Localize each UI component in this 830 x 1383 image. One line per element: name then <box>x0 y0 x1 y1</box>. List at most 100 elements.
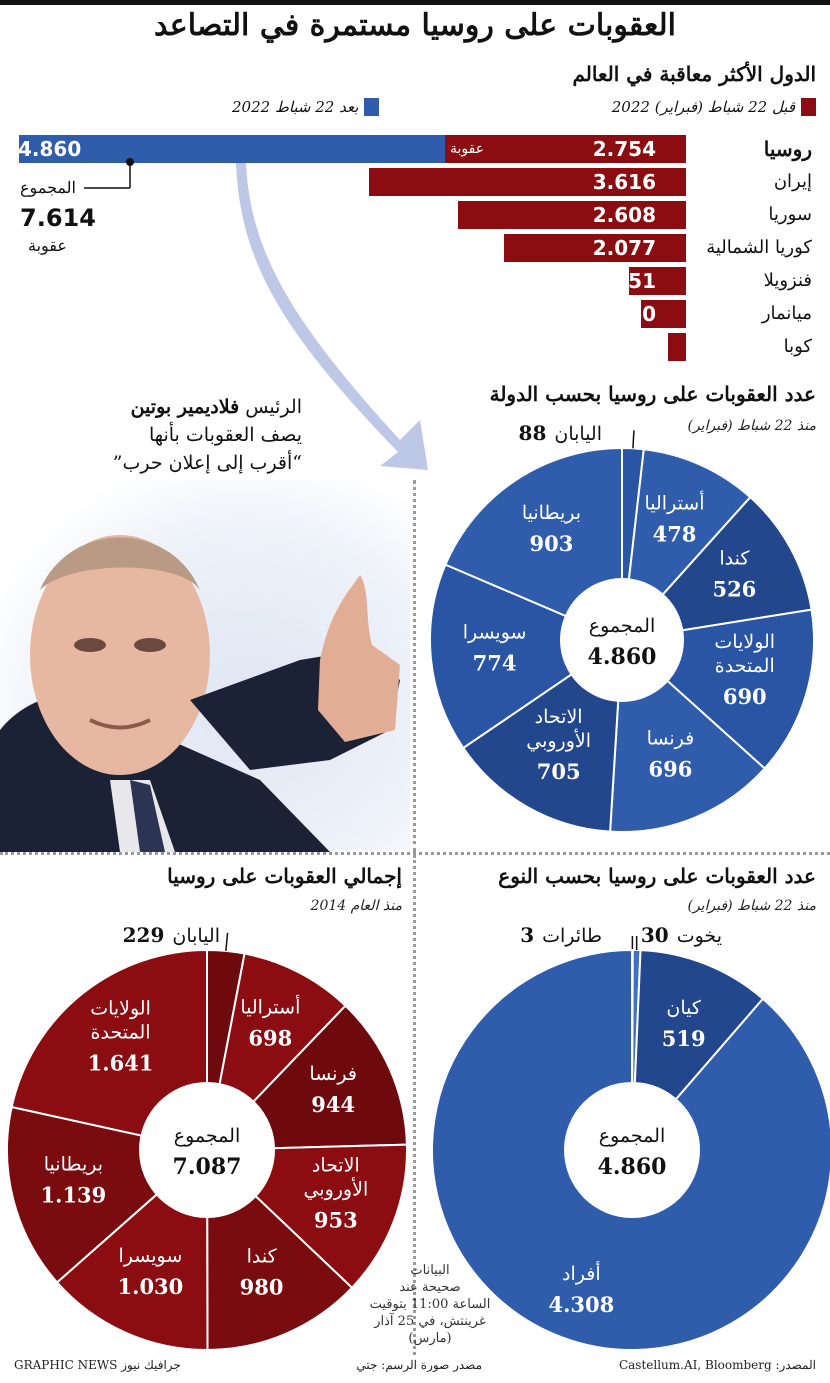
pie-total-chart: اليابان 229 أستراليا 698 فرنسا 944 الاتحادالأو… <box>6 923 408 1352</box>
pie-slice-value-3: 953 <box>314 1207 358 1232</box>
pie-leader-0 <box>225 932 229 951</box>
bar-before-2 <box>457 201 686 229</box>
pie-slice-label-0: اليابان <box>554 423 602 445</box>
quote-line-1: الرئيس فلاديمير بوتين <box>131 393 302 421</box>
bar-before-value-6: 208 <box>614 335 656 359</box>
divider-horizontal <box>0 852 830 855</box>
pie-slice-label-7: بريطانيا <box>522 502 581 524</box>
bar-after-0 <box>19 135 445 163</box>
pie-total-note: منذ العام 2014 <box>310 898 402 914</box>
pie-country-note: منذ 22 شباط (فبراير) <box>687 418 816 434</box>
data-note: البيانات صحيحة عند الساعة 11:00 بتوقيت غ… <box>360 1262 500 1347</box>
bar-before-3 <box>504 234 686 262</box>
pie-slice-label-3-1: الأوروبي <box>303 1176 368 1200</box>
bar-before-6 <box>667 333 686 361</box>
bar-after-value: 4.860 <box>18 137 82 161</box>
bar-before-value-4: 651 <box>614 269 656 293</box>
bar-before-5 <box>641 300 686 328</box>
pie-slice-value-3: 4.308 <box>548 1292 614 1317</box>
legend-after-label: بعد 22 شباط 2022 <box>232 98 359 116</box>
pie-slice-label-5: سويسرا <box>119 1245 183 1267</box>
pie-total-title: إجمالي العقوبات على روسيا <box>167 864 402 888</box>
pie-center-value: 7.087 <box>173 1154 242 1180</box>
legend-before: قبل 22 شباط (فبراير) 2022 <box>612 98 816 116</box>
pie-center-label: المجموع <box>589 615 655 637</box>
quote-prefix: الرئيس <box>245 396 302 418</box>
legend-after: بعد 22 شباط 2022 <box>232 98 380 116</box>
pie-slice-label-2: فرنسا <box>309 1063 357 1085</box>
pie-slice-value-0: 229 <box>123 923 165 947</box>
arrow-icon <box>236 163 428 470</box>
pie-slice-7 <box>444 446 623 642</box>
pie-slice-value-2: 526 <box>712 577 756 602</box>
pie-slice-label-3: الاتحاد <box>312 1154 360 1176</box>
data-note-line-3: الساعة 11:00 بتوقيت <box>369 1297 491 1312</box>
quote-line-3: “أقرب إلى إعلان حرب” <box>112 452 302 474</box>
pie-slice-label-7: الولايات <box>90 997 151 1019</box>
pie-slice-value-5: 1.030 <box>118 1274 184 1299</box>
pie-slice-label-2: كندا <box>719 548 750 570</box>
divider-vertical-bottom <box>413 855 416 1355</box>
pie-hole <box>139 1082 275 1218</box>
pie-hole <box>564 1082 700 1218</box>
pie-slice-value-1: 30 <box>641 923 669 947</box>
bar-before-4 <box>628 267 686 295</box>
page-title: العقوبات على روسيا مستمرة في التصاعد <box>154 8 676 43</box>
pie-slice-value-1: 698 <box>248 1025 292 1050</box>
pie-slice-label-4: فرنسا <box>647 727 695 749</box>
legend-after-swatch <box>364 98 380 116</box>
pie-country-title: عدد العقوبات على روسيا بحسب الدولة <box>489 382 816 406</box>
pie-slice-value-4: 696 <box>648 756 692 781</box>
bar-before-value-0: 2.754 <box>592 137 656 161</box>
pie-slice-label-3-1: المتحدة <box>715 655 775 677</box>
pie-slice-value-2: 519 <box>662 1026 706 1051</box>
pie-slice-value-3: 690 <box>723 684 767 709</box>
footer-source: المصدر: Castellum.AI, Bloomberg <box>618 1358 816 1372</box>
pie-slice-value-0: 3 <box>520 923 534 947</box>
total-callout-line <box>84 158 134 189</box>
pie-slice-label-6: سويسرا <box>463 621 527 643</box>
pie-slice-label-3: أفراد <box>562 1260 601 1285</box>
footer-brand: GRAPHIC NEWS جرافيك نيوز <box>14 1358 181 1372</box>
pie-center-label: المجموع <box>599 1125 665 1147</box>
pie-slice-label-6: بريطانيا <box>44 1154 103 1176</box>
footer-photo: مصدر صورة الرسم: جتي <box>356 1358 482 1372</box>
bar-category-1: إيران <box>773 171 812 192</box>
pie-slice-value-5: 705 <box>537 759 581 784</box>
pie-slice-6 <box>429 563 625 750</box>
pie-slice-label-5-1: الأوروبي <box>526 728 591 752</box>
pie-slice-label-2: كيان <box>666 997 701 1019</box>
bar-before-0 <box>444 135 686 163</box>
pie-slice-value-1: 478 <box>653 521 697 546</box>
pie-slice-value-7: 1.641 <box>88 1050 154 1075</box>
top-rule <box>0 0 830 5</box>
bar-before-1 <box>369 168 686 196</box>
total-unit: عقوبة <box>28 236 67 255</box>
bar-category-6: كوبا <box>783 336 812 357</box>
quote-line-2: يصف العقوبات بأنها <box>148 424 302 446</box>
bar-before-value-5: 510 <box>614 302 656 326</box>
pie-slice-value-7: 903 <box>530 531 574 556</box>
pie-slice-label-1: يخوت <box>677 925 722 947</box>
pie-slice-label-4: كندا <box>247 1246 278 1268</box>
bar-unit-label: عقوبة <box>450 141 485 157</box>
total-value: 7.614 <box>20 204 96 232</box>
pie-leader-0 <box>632 430 635 449</box>
pie-slice-label-7-1: المتحدة <box>91 1021 151 1043</box>
pie-slice-label-5: الاتحاد <box>535 706 583 728</box>
legend-before-swatch <box>801 98 816 116</box>
bar-before-value-2: 2.608 <box>592 203 656 227</box>
bar-category-3: كوريا الشمالية <box>706 237 812 258</box>
legend-before-label: قبل 22 شباط (فبراير) 2022 <box>611 98 795 116</box>
bar-before-value-3: 2.077 <box>592 236 656 260</box>
quote-name: فلاديمير بوتين <box>130 396 240 418</box>
bar-before-value-1: 3.616 <box>592 170 656 194</box>
pie-slice-label-1: أستراليا <box>645 489 705 514</box>
bar-category-0: روسيا <box>763 137 812 161</box>
pie-slice-label-0: طائرات <box>542 925 602 947</box>
data-note-line-2: صحيحة عند <box>399 1280 461 1295</box>
bar-category-5: ميانمار <box>761 303 812 324</box>
pie-type-title: عدد العقوبات على روسيا بحسب النوع <box>498 864 816 888</box>
pie-slice-value-4: 980 <box>240 1275 284 1300</box>
data-note-line-4: غرينتش، في 25 آذار (مارس) <box>374 1314 486 1346</box>
